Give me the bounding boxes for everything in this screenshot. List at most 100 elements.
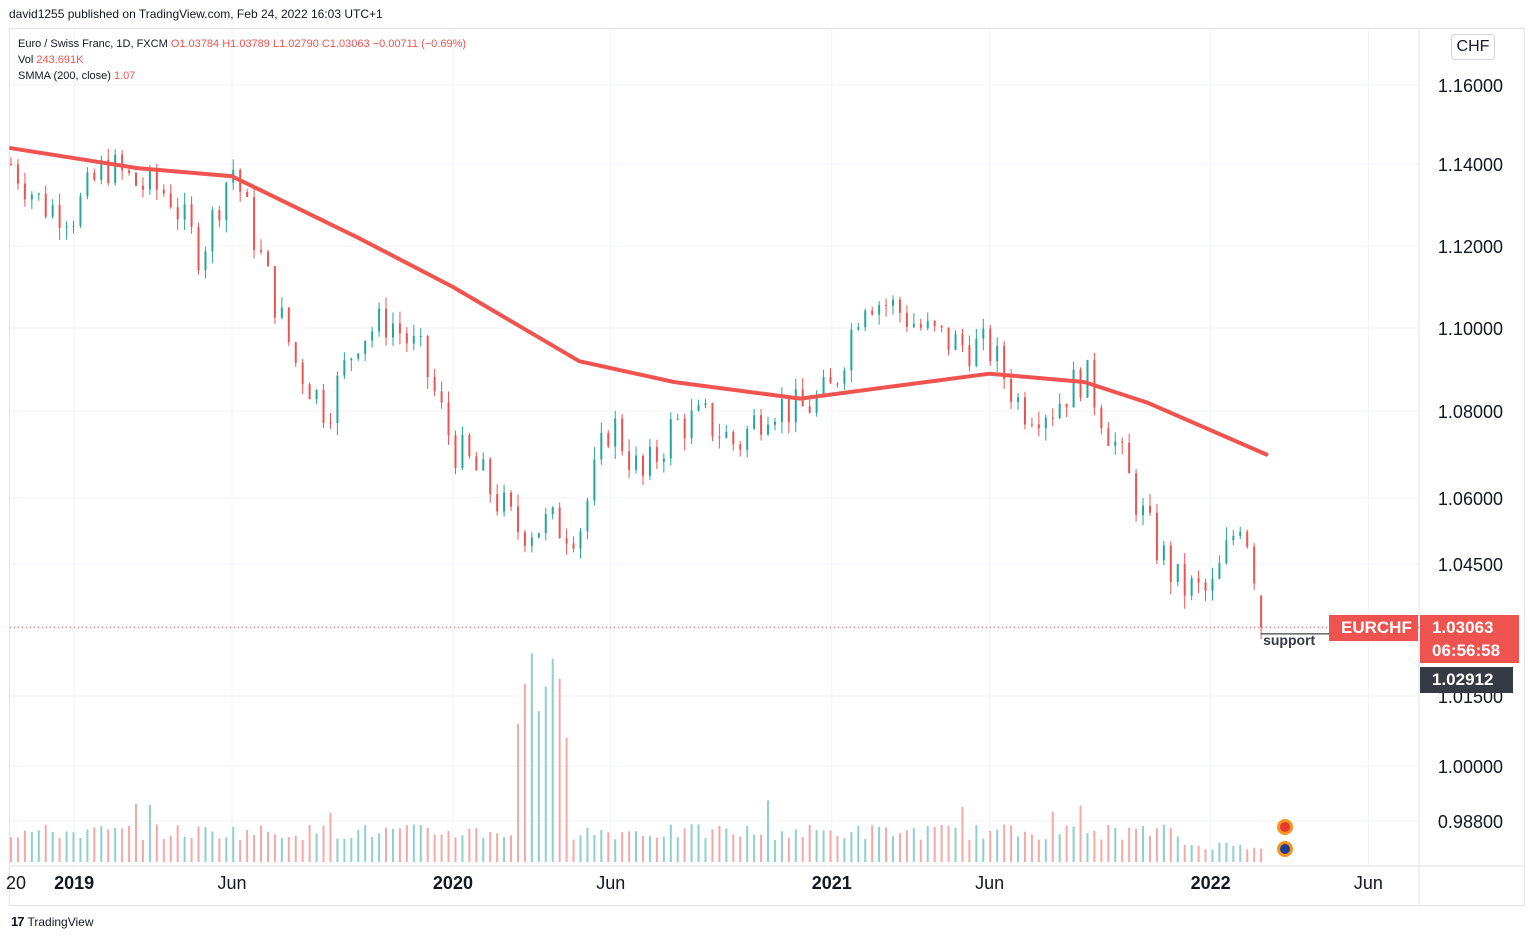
volume-bar: [864, 838, 867, 862]
y-tick-label: 1.14000: [1438, 155, 1503, 175]
candle-body: [690, 410, 693, 439]
candle-body: [1003, 345, 1006, 380]
candle-body: [350, 358, 353, 361]
volume-bar: [454, 837, 457, 862]
y-tick-label: 0.98800: [1438, 812, 1503, 832]
legend-smma-row: SMMA (200, close) 1.07: [18, 68, 466, 84]
candle-body: [683, 418, 686, 439]
volume-bar: [655, 837, 658, 862]
candle-body: [808, 406, 811, 413]
volume-bar: [780, 831, 783, 862]
candle-body: [551, 507, 554, 515]
swiss-flag-icon[interactable]: [1275, 817, 1295, 837]
candle-body: [635, 455, 638, 470]
candle-body: [954, 334, 957, 350]
volume-bar: [607, 832, 610, 862]
candle-body: [850, 329, 853, 371]
volume-bar: [468, 828, 471, 862]
volume-bar: [1037, 839, 1040, 862]
volume-bar: [635, 831, 638, 862]
volume-bar: [586, 827, 589, 862]
volume-bar: [885, 827, 888, 862]
eu-flag-icon[interactable]: [1275, 839, 1295, 859]
candle-body: [510, 492, 513, 507]
volume-bar: [1190, 845, 1193, 862]
volume-bar: [892, 836, 895, 862]
candle-body: [412, 336, 415, 344]
candle-body: [315, 389, 318, 400]
volume-bar: [93, 827, 96, 862]
candle-body: [107, 159, 110, 183]
volume-bar: [218, 838, 221, 862]
volume-bar: [1176, 836, 1179, 862]
candle-body: [1072, 369, 1075, 408]
candle-body: [607, 432, 610, 447]
volume-bar: [155, 824, 158, 862]
volume-bar: [711, 829, 714, 862]
volume-bar: [419, 825, 422, 862]
candle-body: [72, 225, 75, 227]
candle-body: [794, 389, 797, 423]
x-tick-label: 20: [6, 873, 26, 893]
volume-bar: [343, 838, 346, 862]
volume-bar: [364, 825, 367, 862]
candle-body: [641, 455, 644, 476]
candle-body: [322, 389, 325, 423]
candle-body: [628, 451, 631, 470]
candle-body: [1051, 417, 1054, 419]
crosshair-price-tag: 1.02912: [1420, 667, 1513, 693]
chart-frame: [9, 28, 1525, 906]
volume-bar: [718, 825, 721, 862]
candle-body: [593, 459, 596, 501]
candle-body: [1142, 505, 1145, 515]
legend-smma-value: 1.07: [113, 70, 136, 82]
candle-body: [516, 506, 519, 533]
candle-body: [447, 402, 450, 436]
candle-body: [711, 403, 714, 437]
volume-bar: [197, 826, 200, 862]
candle-body: [933, 321, 936, 326]
candle-body: [16, 164, 19, 184]
volume-bar: [1128, 827, 1131, 862]
currency-button[interactable]: CHF: [1451, 34, 1495, 60]
volume-bar: [350, 838, 353, 862]
volume-bar: [37, 830, 40, 862]
legend-symbol-row: Euro / Swiss Franc, 1D, FXCM O1.03784 H1…: [18, 36, 466, 52]
volume-bar: [391, 828, 394, 862]
candle-body: [44, 193, 47, 217]
candle-body: [1010, 379, 1013, 402]
candle-body: [1232, 535, 1235, 541]
volume-bar: [1121, 839, 1124, 862]
volume-bar: [315, 833, 318, 862]
candle-body: [996, 345, 999, 362]
candle-body: [225, 182, 228, 221]
volume-bar: [1114, 827, 1117, 862]
candle-body: [885, 304, 888, 306]
candle-body: [1086, 360, 1089, 398]
volume-bar: [1204, 849, 1207, 862]
candle-body: [398, 323, 401, 334]
volume-bar: [961, 806, 964, 862]
volume-bar: [489, 831, 492, 862]
volume-bar: [1065, 825, 1068, 862]
volume-bar: [1086, 833, 1089, 862]
volume-bar: [398, 828, 401, 862]
volume-bar: [239, 839, 242, 862]
candle-body: [301, 362, 304, 385]
candle-body: [204, 251, 207, 271]
volume-bar: [232, 826, 235, 862]
candle-body: [600, 432, 603, 460]
volume-bar: [822, 830, 825, 862]
volume-bar: [516, 723, 519, 862]
legend-symbol: Euro / Swiss Franc, 1D, FXCM: [18, 38, 168, 50]
volume-bar: [211, 831, 214, 862]
volume-bar: [183, 836, 186, 862]
x-tick-label: Jun: [1354, 873, 1383, 893]
volume-bar: [1253, 847, 1256, 862]
candle-body: [739, 444, 742, 450]
volume-bar: [10, 837, 12, 862]
candle-body: [1058, 403, 1061, 418]
candle-body: [475, 456, 478, 471]
candle-body: [503, 492, 506, 512]
